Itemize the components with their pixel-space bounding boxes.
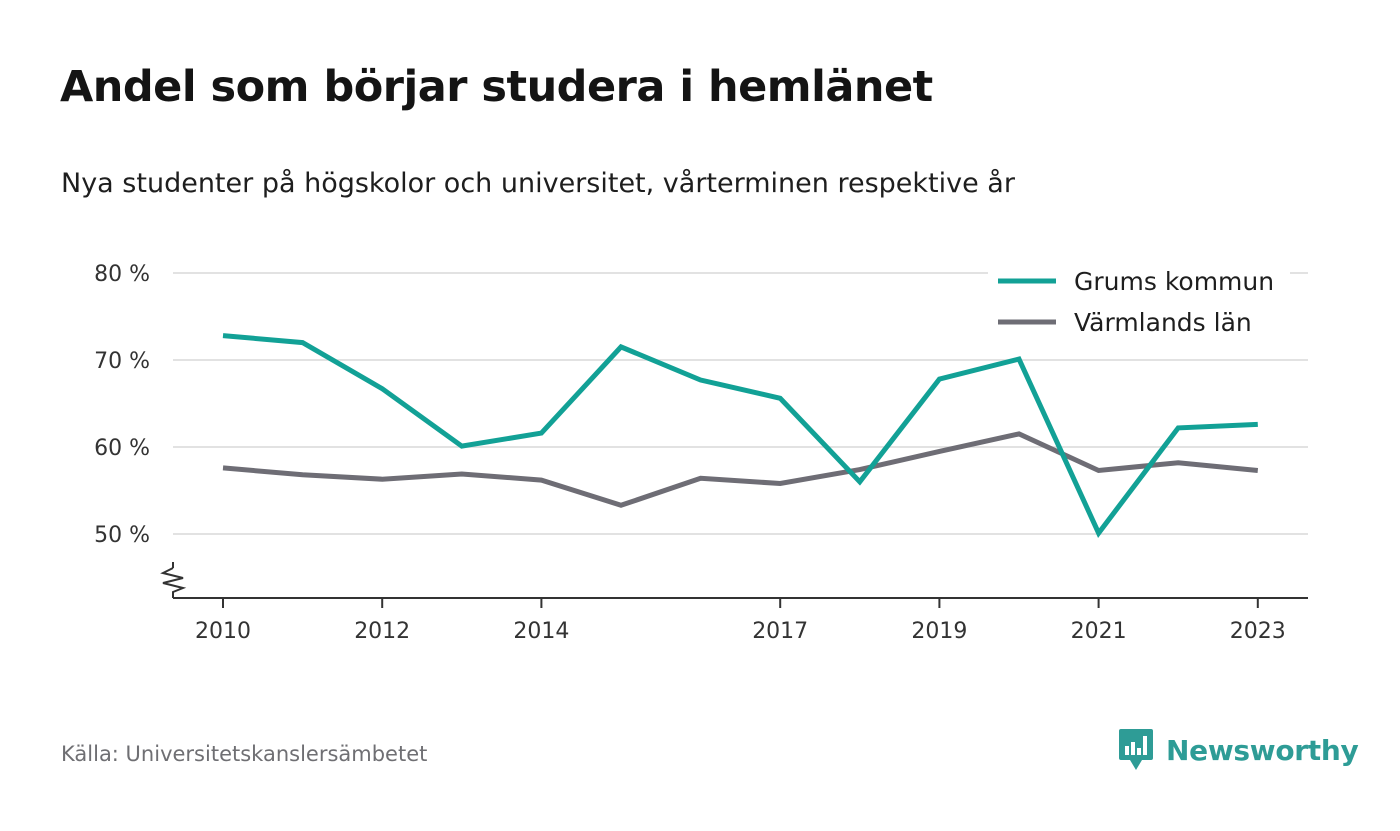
legend-label: Värmlands län	[1074, 308, 1252, 337]
series-line-grums	[222, 333, 1258, 538]
newsworthy-logo-icon	[1119, 729, 1153, 770]
legend: Grums kommun Värmlands län	[988, 258, 1290, 350]
chart-subtitle: Nya studenter på högskolor och universit…	[61, 168, 1015, 199]
y-tick-label: 50 %	[94, 523, 150, 548]
y-tick-label: 70 %	[94, 349, 150, 374]
line-chart: 50 % 60 % 70 % 80 % 2010 2012 2014 2017 2019 202…	[94, 258, 1308, 644]
y-tick-label: 60 %	[94, 436, 150, 461]
x-tick-label: 2014	[513, 619, 569, 644]
x-tick-label: 2019	[911, 619, 967, 644]
x-tick-label: 2012	[354, 619, 410, 644]
x-tick-label: 2023	[1230, 619, 1286, 644]
y-axis-tick-labels: 50 % 60 % 70 % 80 %	[94, 262, 150, 548]
legend-background	[988, 258, 1290, 350]
source-note: Källa: Universitetskanslersämbetet	[61, 742, 428, 766]
x-axis-ticks: 2010 2012 2014 2017 2019 2021 2023	[195, 598, 1286, 644]
chart-title: Andel som börjar studera i hemlänet	[60, 62, 933, 112]
series-line-varmland	[222, 431, 1259, 508]
legend-label: Grums kommun	[1074, 267, 1274, 296]
x-tick-label: 2021	[1071, 619, 1127, 644]
axes	[160, 562, 1308, 599]
y-tick-label: 80 %	[94, 262, 150, 287]
x-tick-label: 2017	[752, 619, 808, 644]
series-lines	[222, 333, 1259, 538]
brand-name: Newsworthy	[1166, 733, 1359, 767]
x-tick-label: 2010	[195, 619, 251, 644]
y-axis-break-icon	[160, 567, 187, 598]
newsworthy-brand[interactable]: Newsworthy	[1118, 728, 1359, 772]
